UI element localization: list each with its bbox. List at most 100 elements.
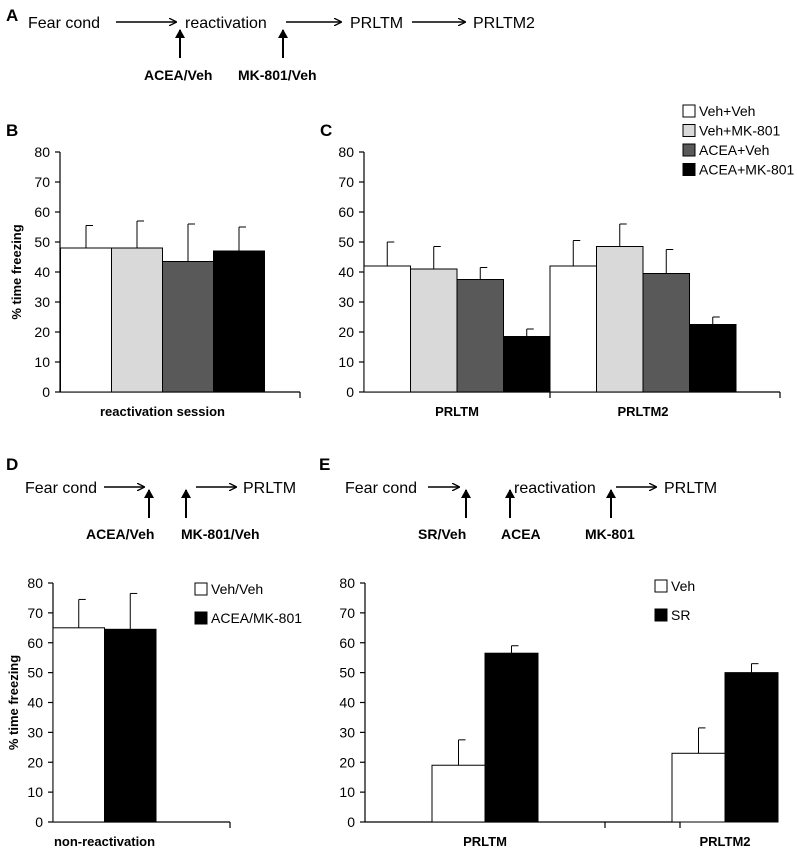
- bar-c-acea-mk-801-2: [689, 324, 737, 393]
- y-axis-label-d: % time freezing: [6, 655, 21, 750]
- schema-a-mk801-veh: MK-801/Veh: [238, 67, 317, 83]
- schema-e-fear-cond: Fear cond: [345, 480, 417, 497]
- y-tick-label-d: 20: [27, 754, 43, 770]
- schema-a-prltm2: PRLTM2: [473, 15, 535, 32]
- schema-a-acea-veh: ACEA/Veh: [144, 67, 212, 83]
- bar-b-acea-veh-1: [162, 261, 214, 393]
- y-tick-label-d: 0: [35, 814, 43, 830]
- y-tick-label-c: 10: [338, 354, 354, 370]
- category-label-c: PRLTM2: [617, 404, 668, 419]
- y-tick-label-b: 0: [42, 384, 50, 400]
- y-tick-label-e: 60: [339, 635, 355, 651]
- category-label-e: PRLTM2: [699, 834, 750, 849]
- schema-e-mk801: MK-801: [585, 526, 635, 542]
- y-tick-label-e: 80: [339, 575, 355, 591]
- legend-swatch-c: [682, 143, 696, 157]
- bar-c-acea-veh-2: [642, 273, 690, 393]
- bar-b-acea-mk-801-1: [213, 250, 265, 393]
- legend-swatch-c: [682, 104, 696, 118]
- y-tick-label-e: 70: [339, 605, 355, 621]
- panel-label-a: A: [6, 6, 18, 25]
- y-tick-label-b: 70: [34, 174, 50, 190]
- bar-e-sr-1: [484, 652, 539, 823]
- legend-swatch-e: [654, 579, 668, 593]
- legend-swatch-d: [194, 582, 208, 596]
- y-tick-label-e: 50: [339, 665, 355, 681]
- chart-b: 0 10 20 30 40 50 60 70 80 % time freezing reactiva…: [9, 144, 301, 419]
- legend-swatch-c: [682, 124, 696, 137]
- y-tick-label-c: 40: [338, 264, 354, 280]
- y-tick-label-d: 60: [27, 635, 43, 651]
- schema-a-fear-cond: Fear cond: [28, 15, 100, 32]
- y-tick-label-e: 30: [339, 724, 355, 740]
- y-tick-label-d: 50: [27, 665, 43, 681]
- bar-b-veh-veh-1: [60, 247, 112, 393]
- schema-d-prltm: PRLTM: [243, 480, 296, 497]
- legend-label-c: ACEA+MK-801: [699, 162, 795, 178]
- y-tick-label-c: 0: [346, 384, 354, 400]
- y-tick-label-b: 30: [34, 294, 50, 310]
- category-label-b: reactivation session: [100, 404, 225, 419]
- schema-e-reactivation: reactivation: [514, 480, 596, 497]
- y-tick-label-b: 50: [34, 234, 50, 250]
- schema-a-prltm: PRLTM: [350, 15, 403, 32]
- y-tick-label-b: 80: [34, 144, 50, 160]
- schema-d-acea-veh: ACEA/Veh: [86, 526, 154, 542]
- schema-a-reactivation: reactivation: [185, 15, 267, 32]
- bar-c-veh-mk-801-1: [410, 268, 458, 393]
- category-label-d: non-reactivation: [54, 834, 155, 849]
- schema-e-acea: ACEA: [501, 526, 541, 542]
- y-tick-label-d: 40: [27, 695, 43, 711]
- bar-c-veh-veh-2: [549, 265, 597, 393]
- bar-e-veh-1: [431, 764, 486, 823]
- legend-label-c: Veh+MK-801: [699, 123, 781, 139]
- y-tick-label-d: 30: [27, 724, 43, 740]
- schema-e-prltm: PRLTM: [664, 480, 717, 497]
- y-tick-label-c: 50: [338, 234, 354, 250]
- y-tick-label-e: 40: [339, 695, 355, 711]
- legend-swatch-e: [654, 608, 668, 622]
- bar-e-sr-2: [724, 672, 779, 823]
- category-label-e: PRLTM: [463, 834, 507, 849]
- bar-d-veh-veh-1: [52, 627, 105, 823]
- legend-label-c: ACEA+Veh: [699, 142, 769, 158]
- legend-label-d: ACEA/MK-801: [211, 610, 302, 626]
- bar-c-acea-mk-801-1: [503, 336, 551, 393]
- y-tick-label-e: 0: [347, 814, 355, 830]
- bar-d-acea-mk-801-1: [104, 628, 157, 823]
- legend-swatch-d: [194, 611, 208, 625]
- y-tick-label-b: 10: [34, 354, 50, 370]
- y-tick-label-e: 10: [339, 784, 355, 800]
- y-tick-label-d: 10: [27, 784, 43, 800]
- y-tick-label-b: 20: [34, 324, 50, 340]
- bar-b-veh-mk-801-1: [111, 247, 163, 393]
- y-tick-label-b: 60: [34, 204, 50, 220]
- legend-label-d: Veh/Veh: [211, 581, 263, 597]
- y-tick-label-e: 20: [339, 754, 355, 770]
- chart-d: 0 10 20 30 40 50 60 70 80 % time freezing non-reac…: [6, 575, 302, 849]
- bar-c-veh-mk-801-2: [596, 246, 644, 393]
- legend-label-e: SR: [671, 607, 690, 623]
- schema-d-fear-cond: Fear cond: [25, 480, 97, 497]
- panel-label-e: E: [319, 455, 330, 474]
- y-tick-label-b: 40: [34, 264, 50, 280]
- y-tick-label-d: 70: [27, 605, 43, 621]
- y-tick-label-c: 80: [338, 144, 354, 160]
- y-tick-label-c: 30: [338, 294, 354, 310]
- bar-c-acea-veh-1: [456, 279, 504, 393]
- chart-e: 0 10 20 30 40 50 60 70 80 PRLTM PRLTM2 Veh SR: [339, 575, 779, 849]
- schema-d-mk801-veh: MK-801/Veh: [181, 526, 260, 542]
- panel-label-b: B: [6, 121, 18, 140]
- legend-swatch-c: [682, 163, 696, 176]
- y-tick-label-c: 70: [338, 174, 354, 190]
- category-label-c: PRLTM: [435, 404, 479, 419]
- panel-label-c: C: [320, 121, 332, 140]
- bar-c-veh-veh-1: [363, 265, 411, 393]
- chart-c: 0 10 20 30 40 50 60 70 80 PRLTM PRLTM2 Veh+Veh Veh+M…: [338, 103, 794, 419]
- y-tick-label-c: 20: [338, 324, 354, 340]
- schema-e-sr-veh: SR/Veh: [418, 526, 466, 542]
- panel-label-d: D: [6, 455, 18, 474]
- y-tick-label-c: 60: [338, 204, 354, 220]
- legend-label-c: Veh+Veh: [699, 103, 755, 119]
